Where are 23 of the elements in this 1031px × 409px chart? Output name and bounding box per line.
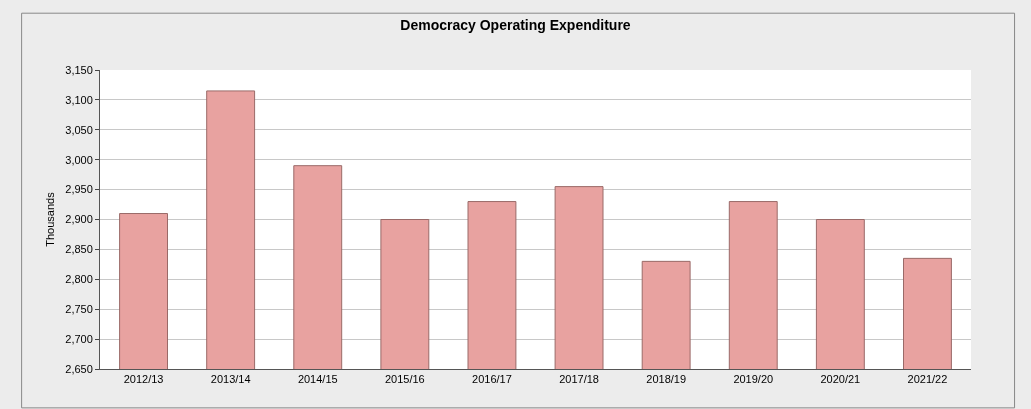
y-tick-label: 3,000 xyxy=(65,153,93,166)
x-tick-label: 2018/19 xyxy=(646,373,687,386)
x-tick-label: 2016/17 xyxy=(472,373,512,386)
y-axis-title: Thousands xyxy=(43,191,56,247)
y-tick-label: 2,850 xyxy=(65,243,93,256)
y-tick-label: 2,700 xyxy=(65,332,93,345)
x-tick-label: 2013/14 xyxy=(210,373,251,386)
y-tick-label: 3,050 xyxy=(65,123,93,136)
x-tick-label: 2020/21 xyxy=(820,373,861,386)
y-tick-label: 2,650 xyxy=(65,362,93,375)
y-tick-label: 2,800 xyxy=(65,273,93,286)
y-tick-label: 3,150 xyxy=(65,63,93,76)
x-tick-label: 2019/20 xyxy=(733,373,774,386)
x-tick-label: 2014/15 xyxy=(297,373,338,386)
x-tick-label: 2012/13 xyxy=(123,373,164,386)
y-tick-label: 2,900 xyxy=(65,213,93,226)
y-tick-label: 3,100 xyxy=(65,93,93,106)
x-tick-label: 2015/16 xyxy=(384,373,425,386)
x-tick-label: 2021/22 xyxy=(907,373,948,386)
x-tick-label: 2017/18 xyxy=(559,373,599,386)
y-tick-label: 2,750 xyxy=(65,303,93,316)
chart-title: Democracy Operating Expenditure xyxy=(400,17,631,34)
y-tick-label: 2,950 xyxy=(65,183,93,196)
